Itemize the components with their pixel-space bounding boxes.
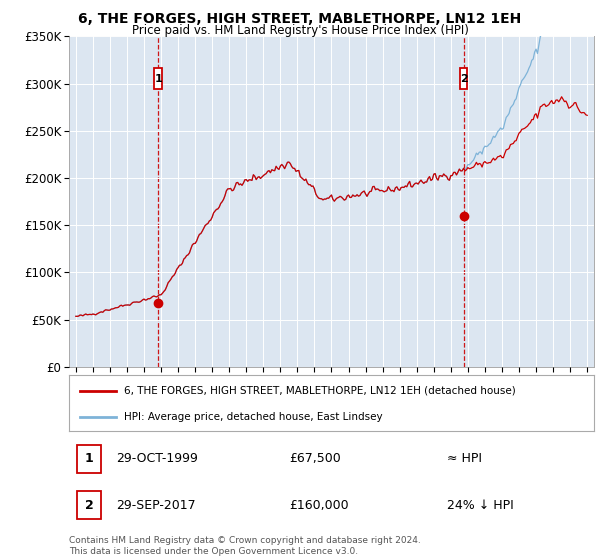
Text: ≈ HPI: ≈ HPI xyxy=(447,452,482,465)
Text: 1: 1 xyxy=(154,74,162,84)
Text: 29-OCT-1999: 29-OCT-1999 xyxy=(116,452,198,465)
Text: HPI: Average price, detached house, East Lindsey: HPI: Average price, detached house, East… xyxy=(124,412,383,422)
Text: £160,000: £160,000 xyxy=(290,498,349,512)
Text: 2: 2 xyxy=(460,74,467,84)
Text: 6, THE FORGES, HIGH STREET, MABLETHORPE, LN12 1EH (detached house): 6, THE FORGES, HIGH STREET, MABLETHORPE,… xyxy=(124,386,516,396)
FancyBboxPatch shape xyxy=(460,68,467,89)
Text: 2: 2 xyxy=(85,498,94,512)
Text: 6, THE FORGES, HIGH STREET, MABLETHORPE, LN12 1EH: 6, THE FORGES, HIGH STREET, MABLETHORPE,… xyxy=(79,12,521,26)
Text: Contains HM Land Registry data © Crown copyright and database right 2024.
This d: Contains HM Land Registry data © Crown c… xyxy=(69,536,421,556)
Text: Price paid vs. HM Land Registry's House Price Index (HPI): Price paid vs. HM Land Registry's House … xyxy=(131,24,469,37)
FancyBboxPatch shape xyxy=(77,445,101,473)
FancyBboxPatch shape xyxy=(77,491,101,519)
Text: 1: 1 xyxy=(85,452,94,465)
FancyBboxPatch shape xyxy=(154,68,162,89)
Text: £67,500: £67,500 xyxy=(290,452,341,465)
Text: 29-SEP-2017: 29-SEP-2017 xyxy=(116,498,196,512)
Text: 24% ↓ HPI: 24% ↓ HPI xyxy=(447,498,514,512)
